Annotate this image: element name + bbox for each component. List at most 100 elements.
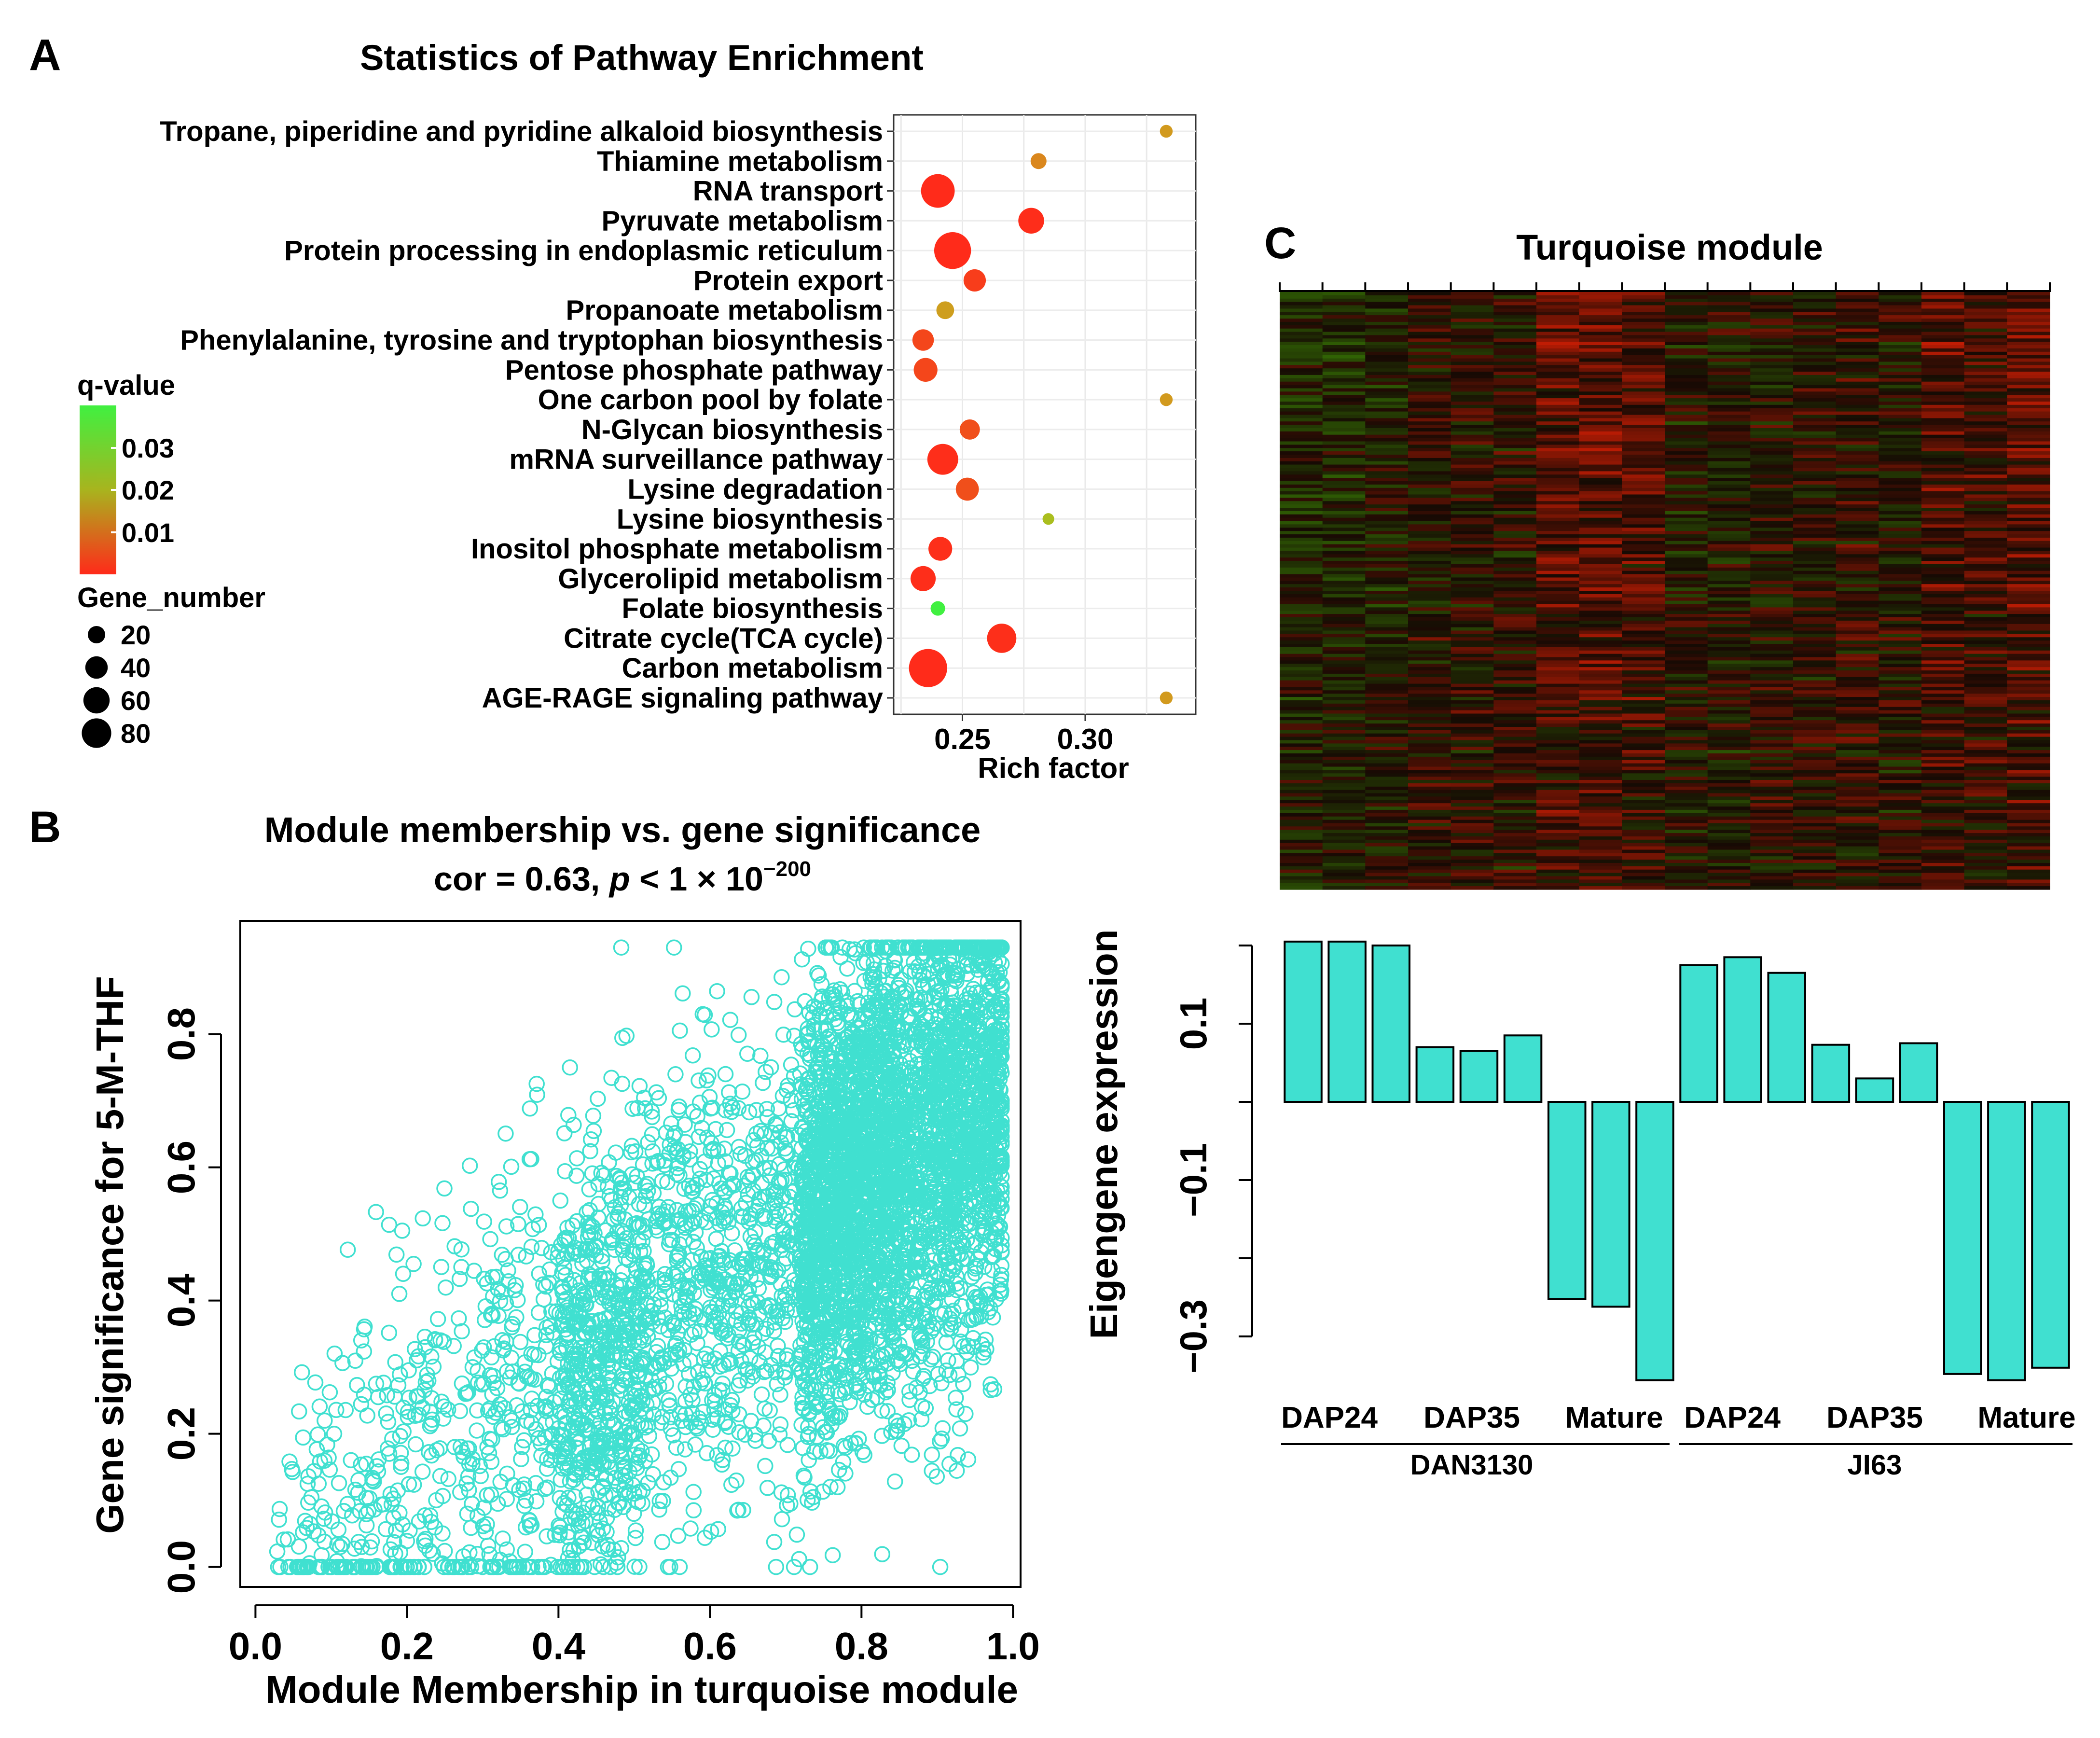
category-label: One carbon pool by folate (538, 384, 883, 416)
scatter-point (415, 1464, 430, 1479)
scatter-point (718, 1067, 733, 1082)
scatter-point (301, 1495, 316, 1510)
scatter-point (369, 1205, 383, 1219)
chart-a-y-ticks (887, 131, 894, 698)
enrichment-point (964, 269, 986, 292)
enrichment-point (931, 601, 945, 616)
scatter-point (905, 1447, 919, 1462)
scatter-point (732, 1028, 746, 1042)
q-value-tick-label: 0.03 (122, 433, 174, 463)
enrichment-point (936, 301, 954, 319)
scatter-point (686, 1503, 701, 1517)
scatter-point (769, 1560, 783, 1574)
enrichment-point (914, 358, 938, 382)
size-legend-label: 40 (121, 653, 151, 683)
category-label: Glycerolipid metabolism (558, 563, 883, 595)
scatter-point (566, 1218, 580, 1233)
scatter-point (673, 1023, 687, 1038)
q-value-colorbar (80, 405, 116, 574)
category-label: Protein processing in endoplasmic reticu… (284, 235, 883, 266)
scatter-point (551, 1354, 565, 1369)
scatter-point (493, 1183, 507, 1198)
category-label: RNA transport (693, 176, 883, 207)
scatter-point (655, 1535, 670, 1549)
scatter-point (295, 1365, 309, 1379)
category-label: Lysine biosynthesis (617, 503, 883, 535)
scatter-point (499, 1492, 514, 1506)
scatter-point (767, 1535, 782, 1549)
scatter-point (651, 1091, 666, 1105)
scatter-point (327, 1347, 342, 1361)
panel-label-a: A (29, 30, 61, 80)
scatter-point (667, 940, 681, 955)
scatter-point (776, 1028, 791, 1042)
scatter-point (691, 1129, 706, 1144)
scatter-point (801, 942, 815, 956)
scatter-point (933, 1560, 948, 1574)
scatter-point (409, 1437, 423, 1452)
scatter-point (464, 1202, 478, 1216)
panel-b: B Module membership vs. gene significanc… (29, 803, 1040, 1711)
scatter-point (888, 1474, 902, 1489)
chart-a-title: Statistics of Pathway Enrichment (360, 38, 924, 78)
scatter-point (415, 1211, 430, 1225)
scatter-point (357, 1388, 372, 1402)
scatter-point (875, 1429, 889, 1443)
scatter-point (773, 1388, 788, 1402)
scatter-point (789, 1528, 804, 1542)
q-value-legend-title: q-value (77, 370, 175, 401)
scatter-point (332, 1476, 346, 1490)
scatter-point (760, 1481, 775, 1495)
scatter-point (619, 1029, 634, 1043)
scatter-point (477, 1214, 491, 1229)
scatter-point (553, 1194, 567, 1208)
scatter-point (393, 1429, 407, 1443)
scatter-point (902, 1393, 917, 1407)
enrichment-point (934, 232, 971, 269)
scatter-point (513, 1200, 527, 1214)
scatter-point (672, 1462, 686, 1476)
scatter-point (354, 1397, 368, 1411)
scatter-point (773, 1417, 788, 1432)
scatter-point (767, 995, 782, 1009)
enrichment-point (1160, 692, 1173, 704)
enrichment-point (1031, 153, 1047, 169)
scatter-point (958, 1407, 973, 1421)
scatter-point (686, 1048, 700, 1063)
scatter-point (875, 1547, 889, 1561)
scatter-point (528, 1207, 543, 1222)
category-label: Citrate cycle(TCA cycle) (564, 623, 883, 654)
scatter-point (656, 1494, 670, 1508)
scatter-point (774, 970, 789, 985)
scatter-point (803, 1560, 817, 1574)
category-label: Inositol phosphate metabolism (471, 533, 883, 565)
scatter-point (753, 1049, 768, 1063)
size-legend-dot (85, 656, 108, 679)
scatter-point (437, 1181, 452, 1196)
scatter-point (788, 1002, 802, 1016)
scatter-point (417, 1330, 432, 1344)
category-label: mRNA surveillance pathway (509, 444, 883, 475)
scatter-point (953, 1421, 967, 1436)
category-label: Phenylalanine, tyrosine and tryptophan b… (180, 325, 883, 356)
scatter-point (388, 1355, 402, 1369)
q-value-tick-label: 0.01 (122, 517, 174, 548)
enrichment-point (1043, 513, 1054, 525)
scatter-point (296, 1430, 310, 1445)
enrichment-point (921, 174, 955, 208)
scatter-point (396, 1266, 411, 1281)
scatter-point (557, 1126, 572, 1140)
scatter-point (434, 1260, 449, 1274)
scatter-point (435, 1216, 450, 1230)
enrichment-point (911, 566, 936, 591)
scatter-point (504, 1159, 519, 1174)
size-legend-label: 60 (121, 685, 151, 716)
category-label: Protein export (693, 265, 883, 296)
scatter-point (312, 1399, 327, 1414)
scatter-point (381, 1415, 396, 1429)
scatter-point (677, 1117, 692, 1132)
scatter-point (942, 1368, 957, 1382)
scatter-point (586, 1109, 600, 1123)
scatter-point (389, 1247, 404, 1262)
